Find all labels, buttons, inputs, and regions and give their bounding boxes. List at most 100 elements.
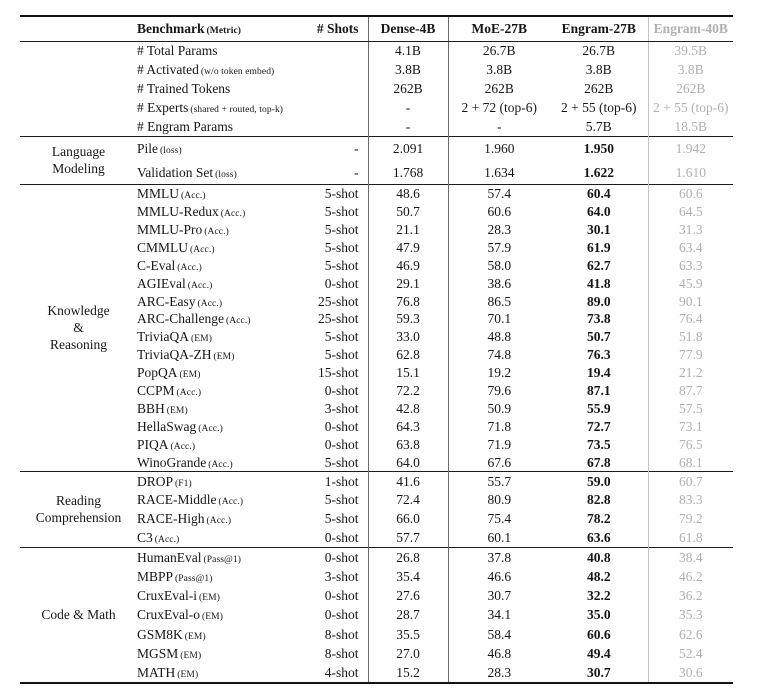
value-moe-27b: 48.8 bbox=[487, 329, 512, 345]
value-moe-27b: 71.9 bbox=[487, 437, 512, 453]
table-row: # Trained Tokens 262B 262B 262B 262B bbox=[20, 79, 733, 99]
shots-cell: 5-shot bbox=[310, 238, 369, 257]
value-engram-40b: 45.9 bbox=[647, 274, 733, 293]
value-moe-27b: 46.6 bbox=[487, 568, 512, 584]
value-dense-4b: 1.768 bbox=[368, 160, 449, 185]
value-dense-4b: 35.5 bbox=[368, 625, 449, 645]
shots-cell: 5-shot bbox=[310, 490, 369, 510]
shots-cell bbox=[310, 41, 369, 61]
benchmark-name: CMMLU bbox=[137, 239, 189, 255]
value-moe-27b: 67.6 bbox=[487, 454, 512, 470]
shots-cell: 1-shot bbox=[310, 471, 369, 491]
header-model-engram-27b: Engram-27B bbox=[550, 16, 648, 42]
value-engram-40b: 57.5 bbox=[647, 400, 733, 419]
value-engram-27b: 50.7 bbox=[586, 329, 611, 345]
benchmark-metric: (w/o token embed) bbox=[200, 66, 275, 77]
header-model-engram-40b: Engram-40B bbox=[647, 16, 733, 42]
value-engram-27b: 32.2 bbox=[586, 588, 611, 604]
shots-cell: 3-shot bbox=[310, 400, 369, 419]
shots-cell: - bbox=[310, 136, 369, 161]
value-dense-4b: 66.0 bbox=[368, 509, 449, 529]
value-moe-27b: 2 + 72 (top-6) bbox=[461, 100, 537, 116]
benchmark-metric: (Acc.) bbox=[206, 516, 232, 527]
benchmark-name: C-Eval bbox=[137, 257, 176, 273]
benchmark-cell: Validation Set (loss) bbox=[137, 161, 310, 185]
benchmark-name: HumanEval bbox=[137, 549, 202, 565]
benchmark-cell: TriviaQA-ZH (EM) bbox=[137, 346, 310, 364]
table-row: Validation Set (loss) -1.768 1.634 1.622 1.61… bbox=[20, 160, 733, 185]
benchmark-name: # Engram Params bbox=[137, 119, 233, 135]
benchmark-metric: (shared + routed, top-k) bbox=[190, 105, 284, 116]
benchmark-cell: RACE-High (Acc.) bbox=[137, 510, 310, 529]
value-moe-27b: 79.6 bbox=[487, 383, 512, 399]
benchmark-cell: C3 (Acc.) bbox=[137, 529, 310, 548]
table-row: ARC-Easy (Acc.) 25-shot 76.8 86.5 89.0 90.1 bbox=[20, 292, 733, 311]
value-moe-27b: 38.6 bbox=[487, 275, 512, 291]
value-moe-27b: 74.8 bbox=[487, 347, 512, 363]
value-moe-27b: 58.0 bbox=[487, 257, 512, 273]
value-engram-27b: 2 + 55 (top-6) bbox=[561, 100, 637, 116]
benchmark-name: MATH bbox=[137, 664, 176, 680]
value-engram-27b: 62.7 bbox=[586, 257, 611, 273]
value-engram-40b: 62.6 bbox=[647, 625, 733, 645]
value-moe-27b: 71.8 bbox=[487, 419, 512, 435]
benchmark-metric: (EM) bbox=[199, 593, 220, 604]
value-engram-27b: 82.8 bbox=[586, 492, 611, 508]
table-row: MATH (EM) 4-shot 15.2 28.3 30.7 30.6 bbox=[20, 663, 733, 684]
group-label bbox=[20, 41, 137, 137]
value-engram-27b: 55.9 bbox=[586, 401, 611, 417]
shots-cell: 5-shot bbox=[310, 328, 369, 347]
group-label: Code & Math bbox=[20, 547, 137, 684]
table-row: C-Eval (Acc.) 5-shot 46.9 58.0 62.7 63.3 bbox=[20, 256, 733, 275]
benchmark-cell: MATH (EM) bbox=[137, 664, 310, 683]
value-engram-40b: 64.5 bbox=[647, 202, 733, 221]
benchmark-name: WinoGrande bbox=[137, 454, 207, 470]
benchmark-name: PopQA bbox=[137, 365, 178, 381]
value-engram-40b: 73.1 bbox=[647, 418, 733, 437]
benchmark-name: # Activated bbox=[137, 61, 199, 77]
benchmark-name: MMLU-Redux bbox=[137, 203, 219, 219]
group-label: Knowledge & Reasoning bbox=[20, 184, 137, 472]
value-engram-40b: 46.2 bbox=[647, 567, 733, 587]
benchmark-metric: (Acc.) bbox=[187, 280, 213, 291]
benchmark-metric: (EM) bbox=[202, 612, 223, 623]
benchmark-cell: # Engram Params bbox=[137, 118, 310, 137]
table-row: MGSM (EM) 8-shot 27.0 46.8 49.4 52.4 bbox=[20, 644, 733, 664]
value-engram-27b: 48.2 bbox=[586, 568, 611, 584]
value-engram-40b: 83.3 bbox=[647, 490, 733, 510]
value-moe-27b: 37.8 bbox=[448, 547, 550, 568]
benchmark-metric: (EM) bbox=[191, 334, 212, 345]
value-dense-4b: 64.0 bbox=[368, 454, 449, 472]
benchmark-metric: (Acc.) bbox=[170, 442, 196, 453]
shots-cell: 5-shot bbox=[310, 256, 369, 275]
value-engram-27b: 73.5 bbox=[586, 437, 611, 453]
benchmark-name: PIQA bbox=[137, 437, 169, 453]
value-engram-40b: 87.7 bbox=[647, 382, 733, 401]
value-moe-27b: 75.4 bbox=[487, 511, 512, 527]
value-dense-4b: 48.6 bbox=[368, 184, 449, 203]
value-moe-27b: 60.1 bbox=[487, 530, 512, 546]
value-moe-27b: 3.8B bbox=[486, 61, 513, 77]
value-dense-4b: 50.7 bbox=[368, 202, 449, 221]
value-dense-4b: 63.8 bbox=[368, 436, 449, 454]
value-engram-27b: 30.7 bbox=[586, 664, 611, 680]
shots-cell: 5-shot bbox=[310, 454, 369, 472]
benchmark-cell: AGIEval (Acc.) bbox=[137, 275, 310, 293]
benchmark-metric: (EM) bbox=[184, 631, 206, 642]
benchmark-metric: (Acc.) bbox=[218, 497, 244, 508]
value-moe-27b: 28.3 bbox=[487, 664, 512, 680]
benchmark-name: # Trained Tokens bbox=[137, 80, 231, 96]
table-row: BBH (EM) 3-shot 42.8 50.9 55.9 57.5 bbox=[20, 400, 733, 419]
value-moe-27b: 34.1 bbox=[487, 607, 512, 623]
value-engram-40b: 18.5B bbox=[647, 117, 733, 137]
value-dense-4b: 42.8 bbox=[368, 400, 449, 419]
benchmark-metric: (Acc.) bbox=[226, 316, 251, 327]
header-benchmark-label: Benchmark bbox=[137, 20, 205, 36]
table-row: PIQA (Acc.) 0-shot 63.8 71.9 73.5 76.5 bbox=[20, 436, 733, 454]
value-dense-4b: 21.1 bbox=[368, 220, 449, 239]
benchmark-cell: CruxEval-o (EM) bbox=[137, 606, 310, 625]
value-dense-4b: 47.9 bbox=[368, 238, 449, 257]
value-engram-40b: 2 + 55 (top-6) bbox=[647, 98, 733, 118]
value-engram-40b: 90.1 bbox=[647, 292, 733, 311]
benchmark-metric: (Acc.) bbox=[220, 208, 246, 219]
